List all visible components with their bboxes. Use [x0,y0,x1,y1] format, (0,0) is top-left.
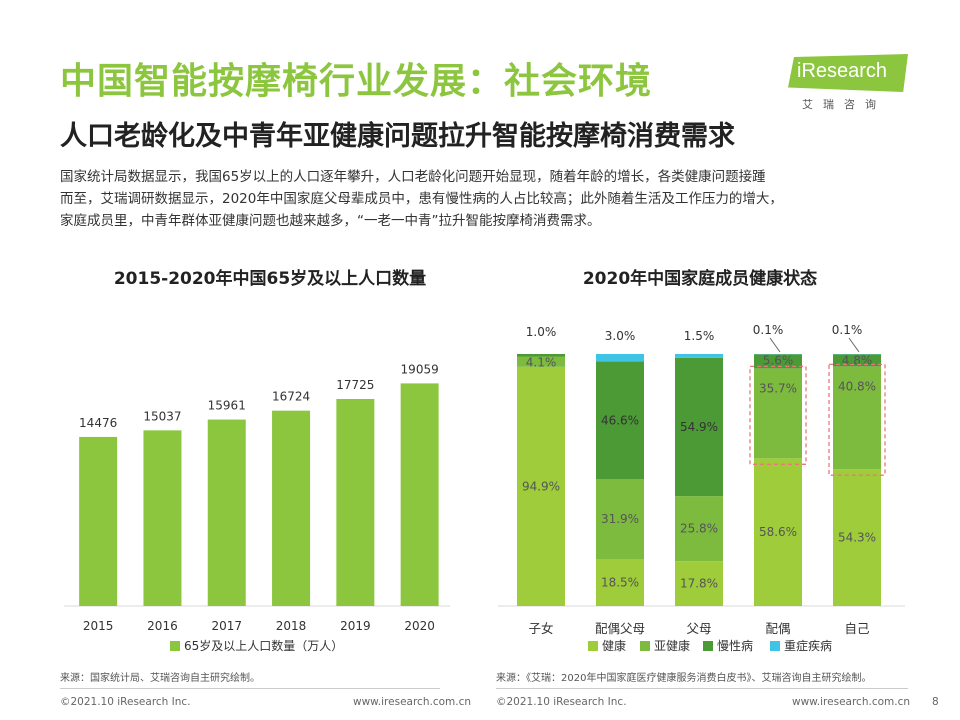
legend-label: 慢性病 [717,638,753,653]
data-label: 16724 [272,390,310,404]
footer-copyright: ©2021.10 iResearch Inc. [60,696,191,708]
data-label: 4.1% [526,356,557,370]
tick-label: 自己 [844,621,869,636]
legend-label: 65岁及以上人口数量（万人） [184,638,343,653]
stacked-segment [833,469,881,606]
footer-url[interactable]: www.iresearch.com.cn [792,696,911,708]
page-title: 中国智能按摩椅行业发展：社会环境 [60,61,653,102]
legend-swatch [640,641,650,651]
legend-label: 亚健康 [654,638,690,653]
data-label: 14476 [79,416,117,430]
bar [272,410,311,606]
data-label: 5.6% [763,353,794,367]
tick-label: 2017 [211,619,242,633]
data-label: 19059 [401,362,439,376]
intro-line: 家庭成员里，中青年群体亚健康问题也越来越多，“一老一中青”拉升智能按摩椅消费需求… [60,213,601,229]
tick-label: 2016 [147,619,178,633]
iresearch-logo: iResearch 艾瑞咨询 [786,54,916,114]
data-label: 18.5% [601,576,639,590]
source-right: 来源：《艾瑞：2020年中国家庭医疗健康服务消费白皮书》、艾瑞咨询自主研究绘制。 [496,673,872,684]
tick-label: 配偶 [765,621,790,636]
stacked-segment [833,366,881,470]
tick-label: 2015 [83,619,114,633]
stacked-segment [675,496,723,562]
bar [79,436,118,606]
data-label: 0.1% [832,323,863,337]
data-label: 17725 [336,378,374,392]
stacked-segment [596,559,644,606]
footer-copyright: ©2021.10 iResearch Inc. [496,696,627,708]
data-label: 40.8% [838,379,876,393]
logo-chinese-name: 艾瑞咨询 [802,98,886,111]
data-label: 94.9% [522,479,560,493]
legend-swatch [770,641,780,651]
bar [400,383,439,606]
highlight-box [828,363,886,476]
data-label: 1.0% [526,325,557,339]
stacked-segment [675,357,723,497]
data-label: 17.8% [680,577,718,591]
footer-rule-left [60,688,440,689]
stacked-segment [675,354,723,358]
tick-label: 2018 [276,619,307,633]
data-label: 54.9% [680,420,718,434]
data-label: 31.9% [601,512,639,526]
population-chart-title: 2015-2020年中国65岁及以上人口数量 [113,269,427,289]
leader-line [848,337,860,353]
tick-label: 2019 [340,619,371,633]
page-subtitle: 人口老龄化及中青年亚健康问题拉升智能按摩椅消费需求 [60,121,735,152]
data-label: 54.3% [838,531,876,545]
legend-swatch [588,641,598,651]
bar [143,430,182,606]
stacked-segment [517,354,565,357]
tick-label: 配偶父母 [595,621,645,636]
logo-name: iResearch [797,60,888,82]
intro-paragraph: 国家统计局数据显示，我国65岁以上的人口逐年攀升，人口老龄化问题开始显现，随着年… [60,166,920,232]
legend-label: 重症疾病 [784,638,832,653]
leader-line [769,337,781,353]
stacked-segment [833,354,881,367]
stacked-segment [517,366,565,606]
stacked-segment [754,354,802,369]
stacked-segment [596,478,644,560]
data-label: 25.8% [680,522,718,536]
source-left: 来源：国家统计局、艾瑞咨询自主研究绘制。 [60,673,260,684]
tick-label: 父母 [686,621,711,636]
stacked-segment [675,561,723,606]
tick-label: 子女 [528,621,553,636]
legend-swatch [170,641,180,651]
data-label: 1.5% [684,329,715,343]
page-number: 8 [932,696,939,708]
logo-badge [788,54,908,92]
footer-url[interactable]: www.iresearch.com.cn [353,696,472,708]
tick-label: 2020 [404,619,435,633]
stacked-segment [517,356,565,367]
intro-line: 国家统计局数据显示，我国65岁以上的人口逐年攀升，人口老龄化问题开始显现，随着年… [60,169,766,185]
legend-label: 健康 [602,638,626,653]
data-label: 46.6% [601,413,639,427]
stacked-segment [754,458,802,606]
data-label: 15961 [208,399,246,413]
stacked-segment [596,354,644,362]
stacked-segment [754,368,802,459]
data-label: 3.0% [605,329,636,343]
health-chart-title: 2020年中国家庭成员健康状态 [582,269,818,289]
legend-swatch [703,641,713,651]
data-label: 35.7% [759,381,797,395]
data-label: 4.8% [842,353,873,367]
data-label: 0.1% [753,323,784,337]
bar [336,398,375,606]
footer-rule-right [496,688,908,689]
bar [207,419,246,606]
stacked-segment [596,361,644,479]
intro-line: 而至，艾瑞调研数据显示，2020年中国家庭父母辈成员中，患有慢性病的人占比较高；… [60,191,783,207]
data-label: 58.6% [759,525,797,539]
highlight-box [749,365,807,465]
data-label: 15037 [143,409,181,423]
